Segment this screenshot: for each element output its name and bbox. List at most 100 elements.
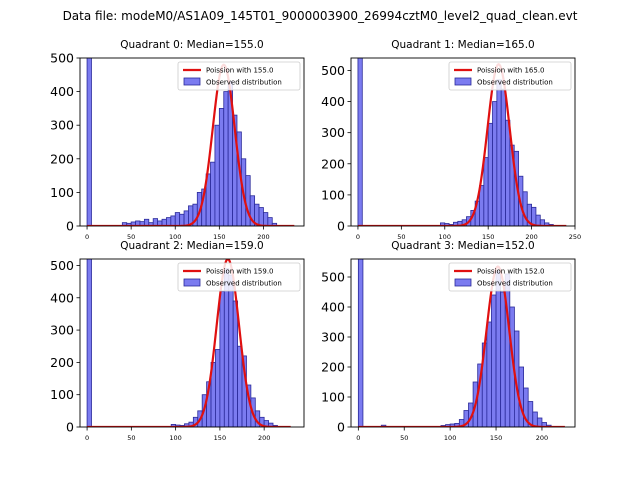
quadrant-0-bar bbox=[267, 217, 273, 226]
quadrant-1-title: Quadrant 1: Median=165.0 bbox=[391, 39, 534, 51]
quadrant-0-bar bbox=[179, 213, 185, 226]
quadrant-2-xtick-label: 50 bbox=[127, 434, 135, 442]
quadrant-1-xtick-label: 250 bbox=[569, 233, 581, 241]
quadrant-1-legend-bar-swatch bbox=[454, 77, 472, 86]
quadrant-0-bar bbox=[86, 58, 92, 226]
quadrant-3-bar bbox=[486, 321, 492, 427]
quadrant-1-bar bbox=[531, 206, 537, 226]
quadrant-3-ytick-label: 400 bbox=[321, 300, 345, 315]
quadrant-0-bar bbox=[210, 161, 216, 226]
quadrant-0-xtick-label: 100 bbox=[169, 233, 181, 241]
quadrant-2-bar bbox=[215, 349, 221, 427]
quadrant-1-panel: Quadrant 1: Median=165.0 0 50 100 150 200 250 0… bbox=[321, 39, 581, 241]
quadrant-2-xtick-label: 100 bbox=[169, 434, 181, 442]
quadrant-2-bar bbox=[237, 345, 243, 427]
quadrant-1-xtick-label: 150 bbox=[482, 233, 494, 241]
quadrant-1-bar bbox=[500, 88, 506, 226]
quadrant-3-poisson-fit-line bbox=[358, 265, 565, 427]
quadrant-3-axes-frame bbox=[350, 258, 576, 428]
quadrant-0-title: Quadrant 0: Median=155.0 bbox=[120, 39, 263, 51]
quadrant-1-bar bbox=[505, 119, 511, 226]
quadrant-1-bar bbox=[357, 58, 363, 226]
figure-suptitle: Data file: modeM0/AS1A09_145T01_90000039… bbox=[63, 9, 578, 23]
quadrant-1-ytick-label: 300 bbox=[321, 125, 345, 140]
quadrant-1-ytick-label: 0 bbox=[337, 219, 345, 234]
quadrant-3-ytick-label: 100 bbox=[321, 390, 345, 405]
quadrant-3-title: Quadrant 3: Median=152.0 bbox=[391, 240, 534, 252]
quadrant-1-xtick-label: 200 bbox=[525, 233, 537, 241]
quadrant-1-bar bbox=[483, 157, 489, 226]
quadrant-2-ytick-label: 300 bbox=[50, 323, 74, 338]
quadrant-2-legend-entry-fit: Poission with 159.0 bbox=[206, 268, 274, 276]
quadrant-0-legend-entry-fit: Poission with 155.0 bbox=[206, 67, 274, 75]
quadrant-1-bar bbox=[535, 214, 541, 226]
quadrant-2-histogram bbox=[86, 259, 278, 427]
quadrant-2-legend: Poission with 159.0 Observed distribution bbox=[177, 262, 301, 292]
quadrant-0-legend-box bbox=[177, 61, 301, 91]
quadrant-1-legend-entry-observed: Observed distribution bbox=[477, 79, 553, 87]
quadrant-0-bar bbox=[218, 108, 225, 226]
quadrant-0-ytick-label: 300 bbox=[50, 118, 74, 133]
quadrant-1-poisson-fit-line bbox=[357, 62, 567, 226]
quadrant-2-bar bbox=[219, 290, 225, 427]
quadrant-2-bar bbox=[223, 268, 230, 427]
quadrant-0-axes-frame bbox=[79, 57, 305, 227]
quadrant-0-bar bbox=[170, 215, 176, 226]
quadrant-3-ytick-label: 500 bbox=[321, 270, 345, 285]
quadrant-1-ytick-label: 200 bbox=[321, 156, 345, 171]
quadrant-1-ytick-label: 100 bbox=[321, 187, 345, 202]
quadrant-3-legend-entry-observed: Observed distribution bbox=[477, 280, 553, 288]
quadrant-0-bar bbox=[214, 124, 220, 226]
quadrant-2-panel: Quadrant 2: Median=159.0 0 50 100 150 200 0 100… bbox=[50, 240, 305, 442]
quadrant-0-bar bbox=[258, 207, 264, 226]
quadrant-2-ytick-label: 400 bbox=[50, 290, 74, 305]
quadrant-0-ytick-label: 400 bbox=[50, 84, 74, 99]
quadrant-3-xtick-label: 200 bbox=[536, 434, 548, 442]
quadrant-2-xtick-label: 150 bbox=[214, 434, 226, 442]
quadrant-3-xtick-label: 100 bbox=[444, 434, 456, 442]
quadrant-1-xtick-label: 50 bbox=[397, 233, 405, 241]
quadrant-2-title: Quadrant 2: Median=159.0 bbox=[120, 240, 263, 252]
quadrant-0-bar bbox=[183, 210, 189, 226]
quadrant-0-histogram bbox=[86, 58, 278, 226]
quadrant-1-histogram bbox=[357, 58, 554, 226]
quadrant-3-legend: Poission with 152.0 Observed distribution bbox=[448, 262, 572, 292]
quadrant-2-legend-box bbox=[177, 262, 301, 292]
quadrant-2-legend-entry-observed: Observed distribution bbox=[206, 280, 282, 288]
quadrant-1-legend-entry-fit: Poission with 165.0 bbox=[477, 67, 545, 75]
quadrant-2-bar bbox=[232, 300, 238, 427]
quadrant-3-panel: Quadrant 3: Median=152.0 0 50 100 150 200 0 100… bbox=[321, 240, 576, 442]
quadrant-3-xtick-label: 150 bbox=[490, 434, 502, 442]
quadrant-0-xtick-label: 0 bbox=[85, 233, 89, 241]
quadrant-0-poisson-fit-line bbox=[87, 63, 295, 226]
quadrant-1-axes-frame bbox=[350, 57, 576, 227]
quadrant-3-xtick-label: 50 bbox=[400, 434, 408, 442]
quadrant-2-axes-frame bbox=[79, 258, 305, 428]
quadrant-3-xtick-label: 0 bbox=[356, 434, 360, 442]
quadrant-3-legend-box bbox=[448, 262, 572, 292]
quadrant-2-legend-bar-swatch bbox=[183, 278, 201, 287]
quadrant-0-bar bbox=[166, 217, 172, 226]
quadrant-3-bar bbox=[500, 291, 506, 427]
quadrant-2-xtick-label: 0 bbox=[85, 434, 89, 442]
quadrant-0-legend-entry-observed: Observed distribution bbox=[206, 79, 282, 87]
quadrant-0-ytick-label: 0 bbox=[66, 219, 74, 234]
quadrant-3-ytick-label: 200 bbox=[321, 360, 345, 375]
quadrant-2-ytick-label: 0 bbox=[66, 420, 74, 435]
quadrant-1-legend: Poission with 165.0 Observed distribution bbox=[448, 61, 572, 91]
quadrant-1-bar bbox=[492, 101, 498, 226]
quadrant-0-ytick-label: 200 bbox=[50, 151, 74, 166]
quadrant-0-ytick-label: 500 bbox=[50, 51, 74, 66]
quadrant-2-ytick-label: 100 bbox=[50, 387, 74, 402]
quadrant-1-xtick-label: 0 bbox=[356, 233, 360, 241]
quadrant-0-xtick-label: 150 bbox=[213, 233, 225, 241]
quadrant-1-bar bbox=[487, 122, 493, 226]
quadrant-0-bar bbox=[152, 218, 159, 226]
quadrant-0-bar bbox=[245, 175, 251, 226]
quadrant-2-ytick-label: 500 bbox=[50, 258, 74, 273]
quadrant-0-bar bbox=[263, 212, 269, 226]
quadrant-1-ytick-label: 500 bbox=[321, 63, 345, 78]
quadrant-1-bar bbox=[496, 79, 502, 226]
quadrant-1-xtick-label: 100 bbox=[439, 233, 451, 241]
